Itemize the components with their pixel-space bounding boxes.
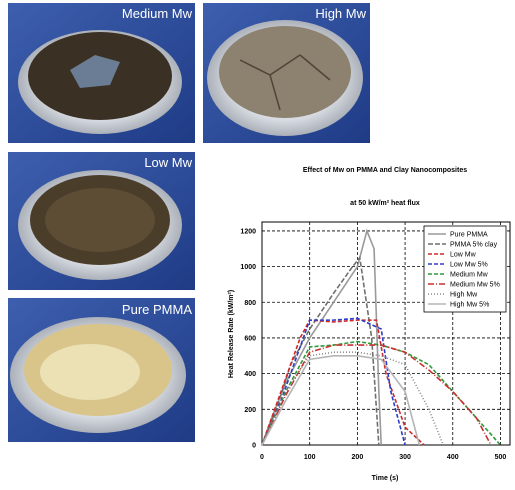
y-tick-label: 600: [244, 335, 256, 342]
y-tick-label: 400: [244, 371, 256, 378]
photo-label: Low Mw: [144, 155, 192, 170]
x-tick-label: 100: [304, 454, 316, 461]
page: {"photos": [ {"label": "Medium Mw"}, {"l…: [0, 0, 515, 485]
legend-label: High Mw 5%: [450, 302, 489, 309]
legend-label: Low Mw 5%: [450, 262, 488, 269]
y-axis-label: Heat Release Rate (kW/m²): [228, 290, 235, 378]
photo-label: Pure PMMA: [122, 302, 192, 317]
photo-label: High Mw: [315, 6, 366, 21]
photo-label: Medium Mw: [122, 6, 193, 21]
x-tick-label: 500: [495, 454, 507, 461]
chart-subtitle: at 50 kW/m² heat flux: [350, 200, 420, 207]
y-tick-label: 200: [244, 407, 256, 414]
chart-title: Effect of Mw on PMMA and Clay Nanocompos…: [303, 167, 467, 174]
y-tick-label: 1200: [240, 228, 256, 235]
legend-label: Low Mw: [450, 252, 477, 259]
photo-low: Low Mw: [8, 152, 195, 290]
legend-label: PMMA 5% clay: [450, 242, 498, 249]
photo-medium: Medium Mw: [8, 3, 195, 143]
legend-box: [424, 226, 506, 312]
legend-label: Medium Mw 5%: [450, 282, 500, 289]
x-axis-label: Time (s): [372, 475, 399, 482]
legend-label: Pure PMMA: [450, 232, 488, 239]
photo-pure: Pure PMMA: [8, 298, 195, 442]
y-tick-label: 800: [244, 300, 256, 307]
x-tick-label: 300: [399, 454, 411, 461]
y-tick-label: 0: [252, 443, 256, 450]
x-tick-label: 200: [352, 454, 364, 461]
x-tick-label: 400: [447, 454, 459, 461]
legend-label: Medium Mw: [450, 272, 489, 279]
y-tick-label: 1000: [240, 264, 256, 271]
figure: Medium Mw High Mw Low Mw Pure PMMA Effec…: [0, 0, 515, 485]
photo-high: High Mw: [203, 3, 370, 143]
x-tick-label: 0: [260, 454, 264, 461]
legend-label: High Mw: [450, 292, 478, 299]
